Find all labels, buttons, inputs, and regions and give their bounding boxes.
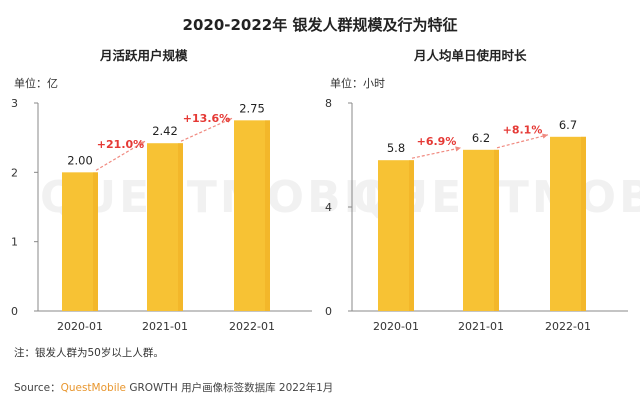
bar-value-label: 5.8 xyxy=(387,141,405,155)
chart-monthly-active-users: 0 1 2 3 2.00 2020-01 2.42 2021-01 2.75 2022-01 +21… xyxy=(11,97,312,333)
y-tick-label: 1 xyxy=(11,236,18,249)
bar xyxy=(62,172,98,311)
growth-arrow-line xyxy=(95,140,146,171)
bar-value-label: 6.7 xyxy=(559,118,577,132)
x-tick-label: 2021-01 xyxy=(458,320,504,333)
growth-arrow-line xyxy=(411,147,462,159)
y-tick-label: 3 xyxy=(11,97,18,110)
bar-shade xyxy=(178,143,183,311)
footnote: 注：银发人群为50岁以上人群。 xyxy=(14,347,164,359)
x-tick-label: 2020-01 xyxy=(57,320,103,333)
y-tick-label: 8 xyxy=(325,97,332,110)
growth-rate-label: +8.1% xyxy=(503,123,543,136)
growth-rate-label: +6.9% xyxy=(417,135,457,148)
y-tick-label: 0 xyxy=(325,305,332,318)
chart-2-unit-label: 单位：小时 xyxy=(330,77,385,90)
chart-1-title: 月活跃用户规模 xyxy=(100,48,188,63)
x-tick-label: 2020-01 xyxy=(373,320,419,333)
bar xyxy=(550,136,586,311)
y-tick-label: 0 xyxy=(11,305,18,318)
bar-value-label: 2.42 xyxy=(152,124,178,138)
growth-arrow-line xyxy=(180,117,233,142)
bar xyxy=(463,149,499,311)
growth-arrow-line xyxy=(496,134,549,149)
bar xyxy=(234,120,270,311)
source-brand: QuestMobile xyxy=(60,382,126,394)
source-suffix: GROWTH 用户画像标签数据库 2022年1月 xyxy=(126,382,334,394)
growth-rate-label: +21.0% xyxy=(97,138,144,151)
bar-shade xyxy=(265,120,270,311)
bar-value-label: 2.75 xyxy=(239,101,265,115)
chart-1-unit-label: 单位：亿 xyxy=(14,77,58,90)
source-line: Source：QuestMobile GROWTH 用户画像标签数据库 2022… xyxy=(14,380,333,395)
chart-daily-usage-time: 0 4 8 5.8 2020-01 6.2 2021-01 6.7 2022-01 +6.9% +8… xyxy=(325,97,628,333)
x-tick-label: 2022-01 xyxy=(545,320,591,333)
bar-shade xyxy=(93,172,98,311)
bar xyxy=(147,143,183,311)
growth-arrow-head xyxy=(455,146,461,152)
y-tick-label: 2 xyxy=(11,166,18,179)
growth-arrow-head xyxy=(542,133,548,139)
source-prefix: Source： xyxy=(14,382,61,394)
bar-value-label: 2.00 xyxy=(67,153,93,167)
x-tick-label: 2022-01 xyxy=(229,320,275,333)
bar-shade xyxy=(494,149,499,311)
page-title: 2020-2022年 银发人群规模及行为特征 xyxy=(182,16,458,34)
bar-shade xyxy=(409,160,414,311)
y-tick-label: 4 xyxy=(325,201,332,214)
bar xyxy=(378,160,414,311)
bar-shade xyxy=(581,136,586,311)
growth-arrow-head xyxy=(226,118,232,123)
bar-value-label: 6.2 xyxy=(472,131,490,145)
growth-rate-label: +13.6% xyxy=(183,112,230,125)
watermark-left: QUESTMOBILE xyxy=(40,172,427,223)
x-tick-label: 2021-01 xyxy=(142,320,188,333)
growth-arrow-head xyxy=(139,141,145,147)
chart-2-title: 月人均单日使用时长 xyxy=(414,48,527,63)
